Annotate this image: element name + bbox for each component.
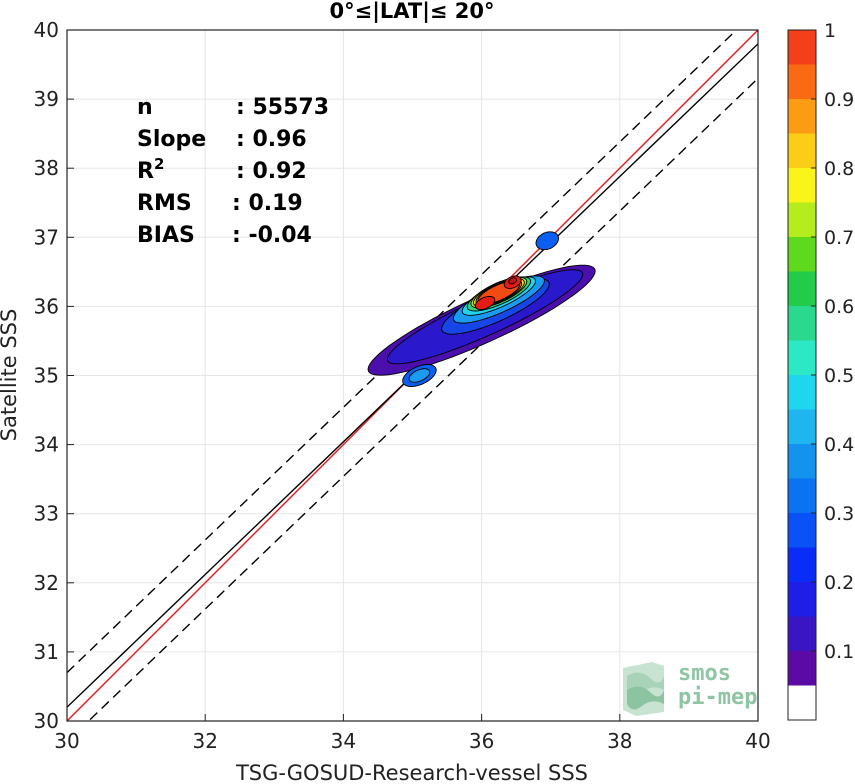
colorbar-band-2	[788, 616, 816, 651]
statistics-panel: n : 55573 Slope : 0.96 R2 : 0.92 RMS : 0.19 BIAS…	[137, 95, 329, 248]
colorbar-tick-label: 0.4	[824, 434, 854, 456]
y-tick-label: 40	[34, 18, 59, 42]
y-tick-label: 37	[34, 225, 59, 249]
stat-label: BIAS	[137, 223, 195, 248]
grid	[66, 29, 759, 722]
y-tick-label: 34	[34, 433, 59, 457]
axis-ticks: 30 32 34 36 38 40 30 31 32 33 34 35 36 37 38 39 40	[34, 18, 771, 753]
y-tick-label: 36	[34, 294, 59, 318]
colorbar-tick-label: 0.6	[824, 296, 854, 318]
chart-title: 0°≤|LAT|≤ 20°	[329, 0, 494, 24]
stat-value: : 55573	[236, 95, 329, 120]
stat-label: Slope	[137, 127, 206, 152]
colorbar-tick-label: 0.3	[824, 503, 854, 525]
colorbar-tick-label: 0.2	[824, 572, 854, 594]
colorbar-band-14	[788, 202, 816, 237]
y-tick-label: 38	[34, 156, 59, 180]
colorbar-band-7	[788, 444, 816, 479]
stat-label: RMS	[137, 191, 192, 216]
x-tick-label: 30	[54, 729, 79, 753]
colorbar-tick-label: 0.9	[824, 89, 854, 111]
y-tick-label: 30	[34, 709, 59, 733]
density-contour-13	[474, 295, 496, 310]
colorbar-band-17	[788, 99, 816, 134]
logo-text-smos: smos	[678, 661, 731, 686]
colorbar-tick-label: 0.8	[824, 158, 854, 180]
x-axis-title: TSG-GOSUD-Research-vessel SSS	[235, 761, 588, 784]
stat-value: : 0.92	[236, 159, 307, 184]
stat-value: : 0.96	[236, 127, 307, 152]
colorbar-tick-label: 1	[824, 20, 836, 42]
colorbar-band-15	[788, 168, 816, 203]
colorbar-band-3	[788, 582, 816, 617]
colorbar-band-18	[788, 64, 816, 99]
colorbar-band-16	[788, 133, 816, 168]
x-tick-label: 32	[192, 729, 217, 753]
colorbar-tick-label: 0.5	[824, 365, 854, 387]
colorbar-band-11	[788, 306, 816, 341]
density-contour-15	[508, 277, 518, 285]
colorbar-band-1	[788, 651, 816, 686]
density-contours	[367, 231, 596, 387]
x-tick-label: 36	[469, 729, 494, 753]
logo-text-pi-mep: pi-mep	[678, 685, 757, 710]
colorbar-band-19	[788, 30, 816, 65]
colorbar-tick-label: 0.7	[824, 227, 854, 249]
colorbar-band-10	[788, 340, 816, 375]
stat-value: : -0.04	[232, 223, 312, 248]
colorbar-band-6	[788, 478, 816, 513]
y-tick-label: 35	[34, 364, 59, 388]
colorbar-band-5	[788, 513, 816, 548]
density-contour-4	[535, 231, 559, 251]
stat-label: n	[137, 95, 153, 120]
colorbar-band-9	[788, 375, 816, 410]
colorbar-tick-label: 0.1	[824, 641, 854, 663]
smos-pi-mep-logo: smos pi-mep	[623, 661, 757, 716]
y-tick-label: 32	[34, 571, 59, 595]
x-tick-label: 34	[331, 729, 356, 753]
density-contour-5	[408, 368, 431, 383]
x-tick-label: 38	[607, 729, 632, 753]
x-tick-label: 40	[745, 729, 770, 753]
colorbar-band-8	[788, 409, 816, 444]
y-tick-label: 39	[34, 87, 59, 111]
colorbar-band-13	[788, 237, 816, 272]
colorbar: 0.1 0.2 0.3 0.4 0.5 0.6 0.7 0.8 0.9 1	[787, 20, 854, 721]
logo-wave-icon	[623, 662, 664, 716]
y-tick-label: 33	[34, 502, 59, 526]
colorbar-band-4	[788, 547, 816, 582]
colorbar-band-12	[788, 271, 816, 306]
stat-label: R2	[137, 155, 164, 184]
colorbar-band-0	[788, 685, 816, 720]
y-axis-title: Satellite SSS	[0, 309, 21, 442]
stat-value: : 0.19	[232, 191, 303, 216]
y-tick-label: 31	[34, 640, 59, 664]
